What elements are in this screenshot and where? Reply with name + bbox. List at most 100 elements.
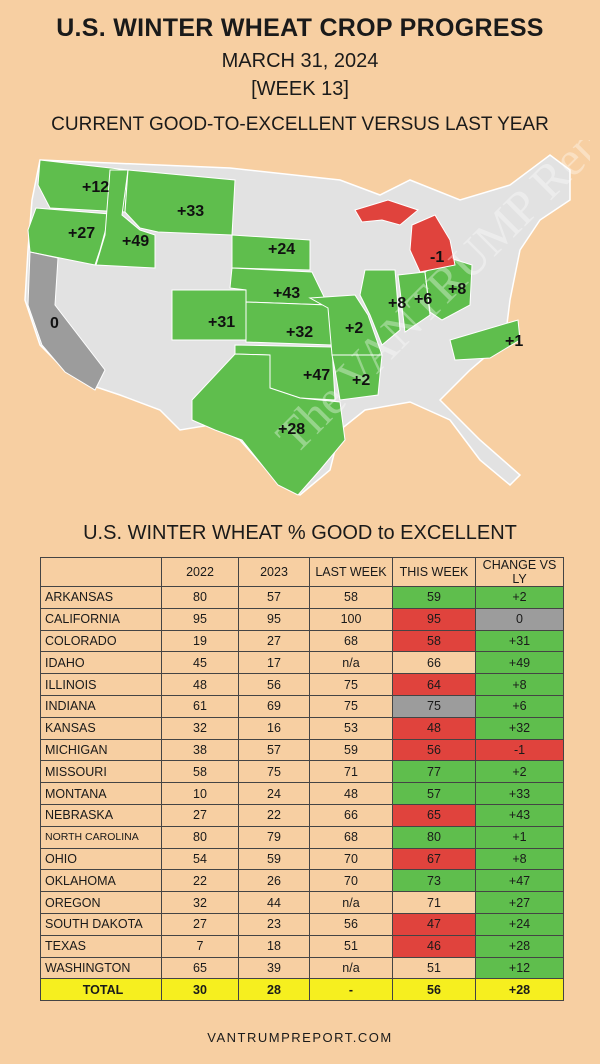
cell-y2023: 17: [238, 651, 310, 675]
table-row: MONTANA 10 24 48 57 +33: [40, 782, 564, 805]
row-state: COLORADO: [40, 629, 162, 653]
state-idaho: [95, 169, 156, 269]
cell-last-week: 51: [309, 934, 393, 958]
state-michigan: [354, 199, 456, 273]
table-title: U.S. WINTER WHEAT % GOOD to EXCELLENT: [83, 522, 517, 544]
cell-y2023: 44: [238, 891, 310, 914]
cell-this-week: 48: [392, 716, 476, 740]
cell-y2022: 65: [161, 956, 239, 980]
cell-change: +2: [475, 760, 564, 784]
cell-y2023: 79: [238, 825, 310, 849]
report-date: MARCH 31, 2024: [221, 50, 379, 72]
cell-y2023: 27: [238, 629, 310, 653]
map-label-ohio: +8: [448, 281, 466, 298]
state-illinois: [359, 269, 401, 346]
cell-y2022: 27: [161, 803, 239, 827]
row-state: MISSOURI: [40, 760, 162, 784]
table-row: ILLINOIS 48 56 75 64 +8: [40, 673, 564, 696]
cell-this-week: 67: [392, 847, 476, 871]
cell-change: -1: [475, 738, 564, 762]
cell-this-week: 59: [392, 586, 476, 609]
map-label-illinois: +8: [388, 295, 406, 312]
cell-change: +24: [475, 912, 564, 936]
cell-y2023: 57: [238, 738, 310, 762]
cell-y2023: 16: [238, 716, 310, 740]
cell-change: +1: [475, 825, 564, 849]
state-montana: [124, 169, 236, 236]
table-row: IDAHO 45 17 n/a 66 +49: [40, 651, 564, 675]
table-row: INDIANA 61 69 75 75 +6: [40, 694, 564, 718]
cell-change: +6: [475, 694, 564, 718]
map-label-colorado: +31: [208, 314, 235, 331]
row-state: ARKANSAS: [40, 586, 162, 609]
map-label-missouri: +2: [345, 320, 363, 337]
map-label-north-carolina: +1: [505, 333, 523, 350]
state-arkansas: [331, 354, 383, 401]
map-label-michigan: -1: [430, 249, 444, 266]
table-row: CALIFORNIA 95 95 100 95 0: [40, 607, 564, 631]
cell-this-week: 73: [392, 869, 476, 893]
cell-change: +28: [475, 978, 564, 1002]
table-row: NEBRASKA 27 22 66 65 +43: [40, 803, 564, 827]
map-label-indiana: +6: [414, 291, 432, 308]
cell-y2023: 26: [238, 869, 310, 893]
cell-y2022: 19: [161, 629, 239, 653]
map-label-arkansas: +2: [352, 372, 370, 389]
cell-this-week: 56: [392, 738, 476, 762]
header-col-1: 2022: [161, 557, 239, 587]
cell-y2022: 27: [161, 912, 239, 936]
cell-change: +47: [475, 869, 564, 893]
cell-y2022: 80: [161, 586, 239, 609]
page-title: U.S. WINTER WHEAT CROP PROGRESS: [56, 14, 544, 42]
us-map: The VANTRUMP Report +12+27 +49+33+24+43+3…: [24, 140, 590, 496]
cell-this-week: 95: [392, 607, 476, 631]
cell-y2022: 32: [161, 891, 239, 914]
table-row: OHIO 54 59 70 67 +8: [40, 847, 564, 871]
cell-y2022: 22: [161, 869, 239, 893]
cell-this-week: 51: [392, 956, 476, 980]
row-state: MICHIGAN: [40, 738, 162, 762]
cell-last-week: -: [309, 978, 393, 1002]
cell-last-week: 48: [309, 782, 393, 805]
total-row: TOTAL 30 28-56 +28: [40, 978, 564, 1002]
map-label-oregon: +27: [68, 225, 95, 242]
cell-last-week: 53: [309, 716, 393, 740]
cell-y2023: 18: [238, 934, 310, 958]
row-state: ILLINOIS: [40, 673, 162, 696]
row-state: SOUTH DAKOTA: [40, 912, 162, 936]
row-state: TOTAL: [40, 978, 162, 1002]
cell-y2022: 54: [161, 847, 239, 871]
table-row: ARKANSAS 80 57 58 59 +2: [40, 586, 564, 609]
state-texas: [191, 353, 346, 496]
map-label-south-dakota: +24: [268, 241, 295, 258]
table-row: WASHINGTON 65 39 n/a 51 +12: [40, 956, 564, 980]
cell-y2022: 10: [161, 782, 239, 805]
footer-site: VANTRUMPREPORT.COM: [207, 1030, 393, 1045]
cell-last-week: n/a: [309, 956, 393, 980]
map-labels: +12 +27 +49 +33 +24 +43 +31 +32 +2 +47 +2 +28 +8 +6 +8…: [50, 179, 523, 438]
cell-change: +28: [475, 934, 564, 958]
row-state: OREGON: [40, 891, 162, 914]
cell-last-week: 68: [309, 825, 393, 849]
cell-y2022: 48: [161, 673, 239, 696]
table-row: TEXAS 7 18 51 46 +28: [40, 934, 564, 958]
cell-this-week: 47: [392, 912, 476, 936]
cell-y2023: 59: [238, 847, 310, 871]
map-label-kansas: +32: [286, 324, 313, 341]
table-row: OREGON 32 44 n/a 71 +27: [40, 891, 564, 914]
cell-this-week: 75: [392, 694, 476, 718]
cell-last-week: 75: [309, 694, 393, 718]
cell-y2023: 28: [238, 978, 310, 1002]
table-row: KANSAS 32 16 53 48 +32: [40, 716, 564, 740]
cell-last-week: 66: [309, 803, 393, 827]
cell-change: +33: [475, 782, 564, 805]
map-label-montana: +33: [177, 203, 204, 220]
cell-change: +8: [475, 847, 564, 871]
table-row: COLORADO 19 27 68 58 +31: [40, 629, 564, 653]
row-state: NEBRASKA: [40, 803, 162, 827]
cell-y2022: 58: [161, 760, 239, 784]
cell-last-week: 100: [309, 607, 393, 631]
row-state: IDAHO: [40, 651, 162, 675]
cell-last-week: n/a: [309, 651, 393, 675]
cell-last-week: 58: [309, 586, 393, 609]
